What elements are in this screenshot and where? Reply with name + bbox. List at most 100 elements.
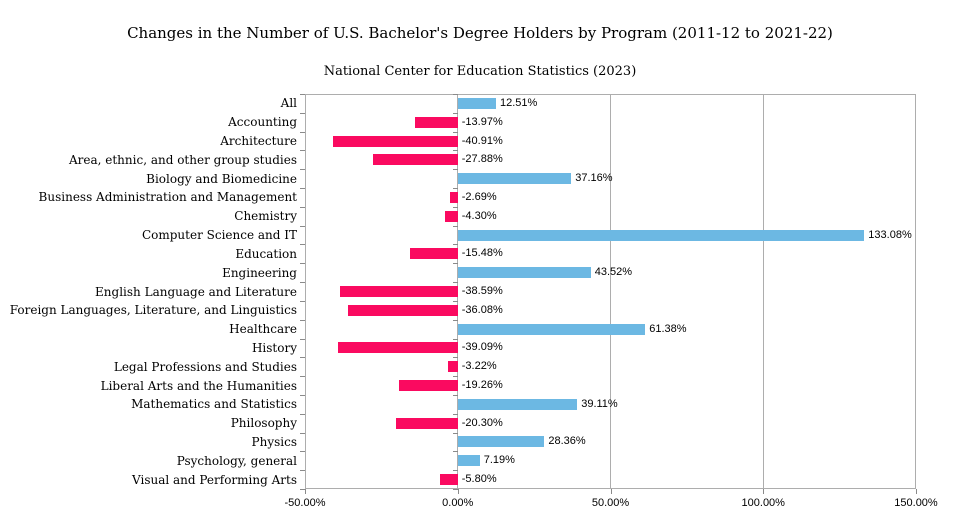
zero-axis-tick-mark xyxy=(452,188,458,189)
bar-negative xyxy=(398,380,458,392)
category-label: Healthcare xyxy=(229,322,297,337)
zero-axis-tick-mark xyxy=(452,169,458,170)
category-axis-tick-mark xyxy=(300,489,305,490)
category-axis-tick-mark xyxy=(300,470,305,471)
bar-negative xyxy=(410,248,458,260)
zero-axis-tick-mark xyxy=(452,226,458,227)
gridline xyxy=(762,94,764,489)
category-label: Accounting xyxy=(228,115,297,130)
x-axis-tick-mark xyxy=(610,489,612,494)
value-label: 37.16% xyxy=(575,172,613,185)
category-axis-tick-mark xyxy=(300,301,305,302)
category-axis-tick-mark xyxy=(300,451,305,452)
bar-negative xyxy=(444,210,458,222)
value-label: 28.36% xyxy=(548,435,586,448)
bar-negative xyxy=(339,286,458,297)
category-axis-tick-mark xyxy=(300,113,305,114)
value-label: -15.48% xyxy=(461,247,503,260)
category-label: Philosophy xyxy=(230,416,297,431)
x-tick-label: 0.00% xyxy=(442,497,474,509)
value-label: 39.11% xyxy=(581,397,618,410)
category-axis-tick-mark xyxy=(300,132,305,133)
bar-positive xyxy=(457,97,496,109)
category-axis-tick-mark xyxy=(300,150,305,151)
x-tick-label: 150.00% xyxy=(894,497,938,509)
zero-axis-tick-mark xyxy=(452,376,458,377)
category-label: Foreign Languages, Literature, and Lingu… xyxy=(9,303,297,318)
zero-axis-tick-mark xyxy=(452,113,458,114)
category-axis-tick-mark xyxy=(300,169,305,170)
bar-negative xyxy=(332,135,458,147)
bar-positive xyxy=(457,267,591,279)
category-label: Biology and Biomedicine xyxy=(146,171,297,186)
chart-title: Changes in the Number of U.S. Bachelor's… xyxy=(127,24,833,42)
value-label: -40.91% xyxy=(461,134,503,147)
x-tick-label: 100.00% xyxy=(741,497,785,509)
x-tick-label: 50.00% xyxy=(591,497,630,509)
value-label: -2.69% xyxy=(461,190,497,203)
zero-axis-tick-mark xyxy=(452,301,458,302)
value-label: -19.26% xyxy=(461,379,503,392)
category-label: Business Administration and Management xyxy=(38,190,297,205)
value-label: 133.08% xyxy=(868,228,912,241)
zero-axis-tick-mark xyxy=(452,244,458,245)
value-label: -13.97% xyxy=(461,115,503,128)
zero-axis-tick-mark xyxy=(452,132,458,133)
category-axis-tick-mark xyxy=(300,433,305,434)
category-axis-tick-mark xyxy=(300,188,305,189)
zero-axis-line xyxy=(457,94,459,489)
category-label: Area, ethnic, and other group studies xyxy=(68,152,297,167)
zero-axis-tick-mark xyxy=(452,320,458,321)
category-axis-tick-mark xyxy=(300,357,305,358)
category-label: Mathematics and Statistics xyxy=(131,397,297,412)
category-axis-tick-mark xyxy=(300,414,305,415)
category-label: Liberal Arts and the Humanities xyxy=(100,378,297,393)
bar-positive xyxy=(457,173,572,185)
bar-negative xyxy=(372,154,458,166)
value-label: -27.88% xyxy=(461,153,503,166)
value-label: -3.22% xyxy=(461,360,497,373)
bar-negative xyxy=(338,342,458,354)
bar-positive xyxy=(457,229,865,241)
zero-axis-tick-mark xyxy=(452,395,458,396)
bar-negative xyxy=(347,304,458,316)
zero-axis-tick-mark xyxy=(452,282,458,283)
category-axis-tick-mark xyxy=(300,263,305,264)
category-label: Computer Science and IT xyxy=(141,228,297,243)
category-label: Physics xyxy=(251,434,297,449)
category-label: Visual and Performing Arts xyxy=(132,472,297,487)
category-label: Chemistry xyxy=(234,209,297,224)
category-axis-tick-mark xyxy=(300,339,305,340)
category-axis-tick-mark xyxy=(300,94,305,95)
value-label: 61.38% xyxy=(649,322,687,335)
value-label: -4.30% xyxy=(461,209,497,222)
bar-positive xyxy=(457,398,578,410)
category-label: Architecture xyxy=(220,134,297,149)
zero-axis-tick-mark xyxy=(452,451,458,452)
bar-negative xyxy=(415,116,458,128)
category-axis-tick-mark xyxy=(300,395,305,396)
category-label: Engineering xyxy=(222,265,297,280)
zero-axis-tick-mark xyxy=(452,263,458,264)
category-label: History xyxy=(251,340,297,355)
category-label: All xyxy=(280,96,297,111)
zero-axis-tick-mark xyxy=(452,357,458,358)
bar-negative xyxy=(447,361,458,373)
zero-axis-tick-mark xyxy=(452,489,458,490)
value-label: 7.19% xyxy=(483,454,515,467)
x-axis-tick-mark xyxy=(763,489,765,494)
bar-positive xyxy=(457,455,480,467)
x-tick-label: -50.00% xyxy=(284,497,326,509)
chart-subtitle: National Center for Education Statistics… xyxy=(323,64,637,79)
category-axis-tick-mark xyxy=(300,244,305,245)
category-label: English Language and Literature xyxy=(95,284,297,299)
category-axis-tick-mark xyxy=(300,282,305,283)
zero-axis-tick-mark xyxy=(452,433,458,434)
value-label: 43.52% xyxy=(594,266,633,279)
bar-negative xyxy=(449,191,458,203)
value-label: -39.09% xyxy=(461,341,503,354)
value-label: -20.30% xyxy=(461,416,503,429)
value-label: -36.08% xyxy=(461,303,503,316)
value-label: 12.51% xyxy=(499,96,538,109)
zero-axis-tick-mark xyxy=(452,207,458,208)
